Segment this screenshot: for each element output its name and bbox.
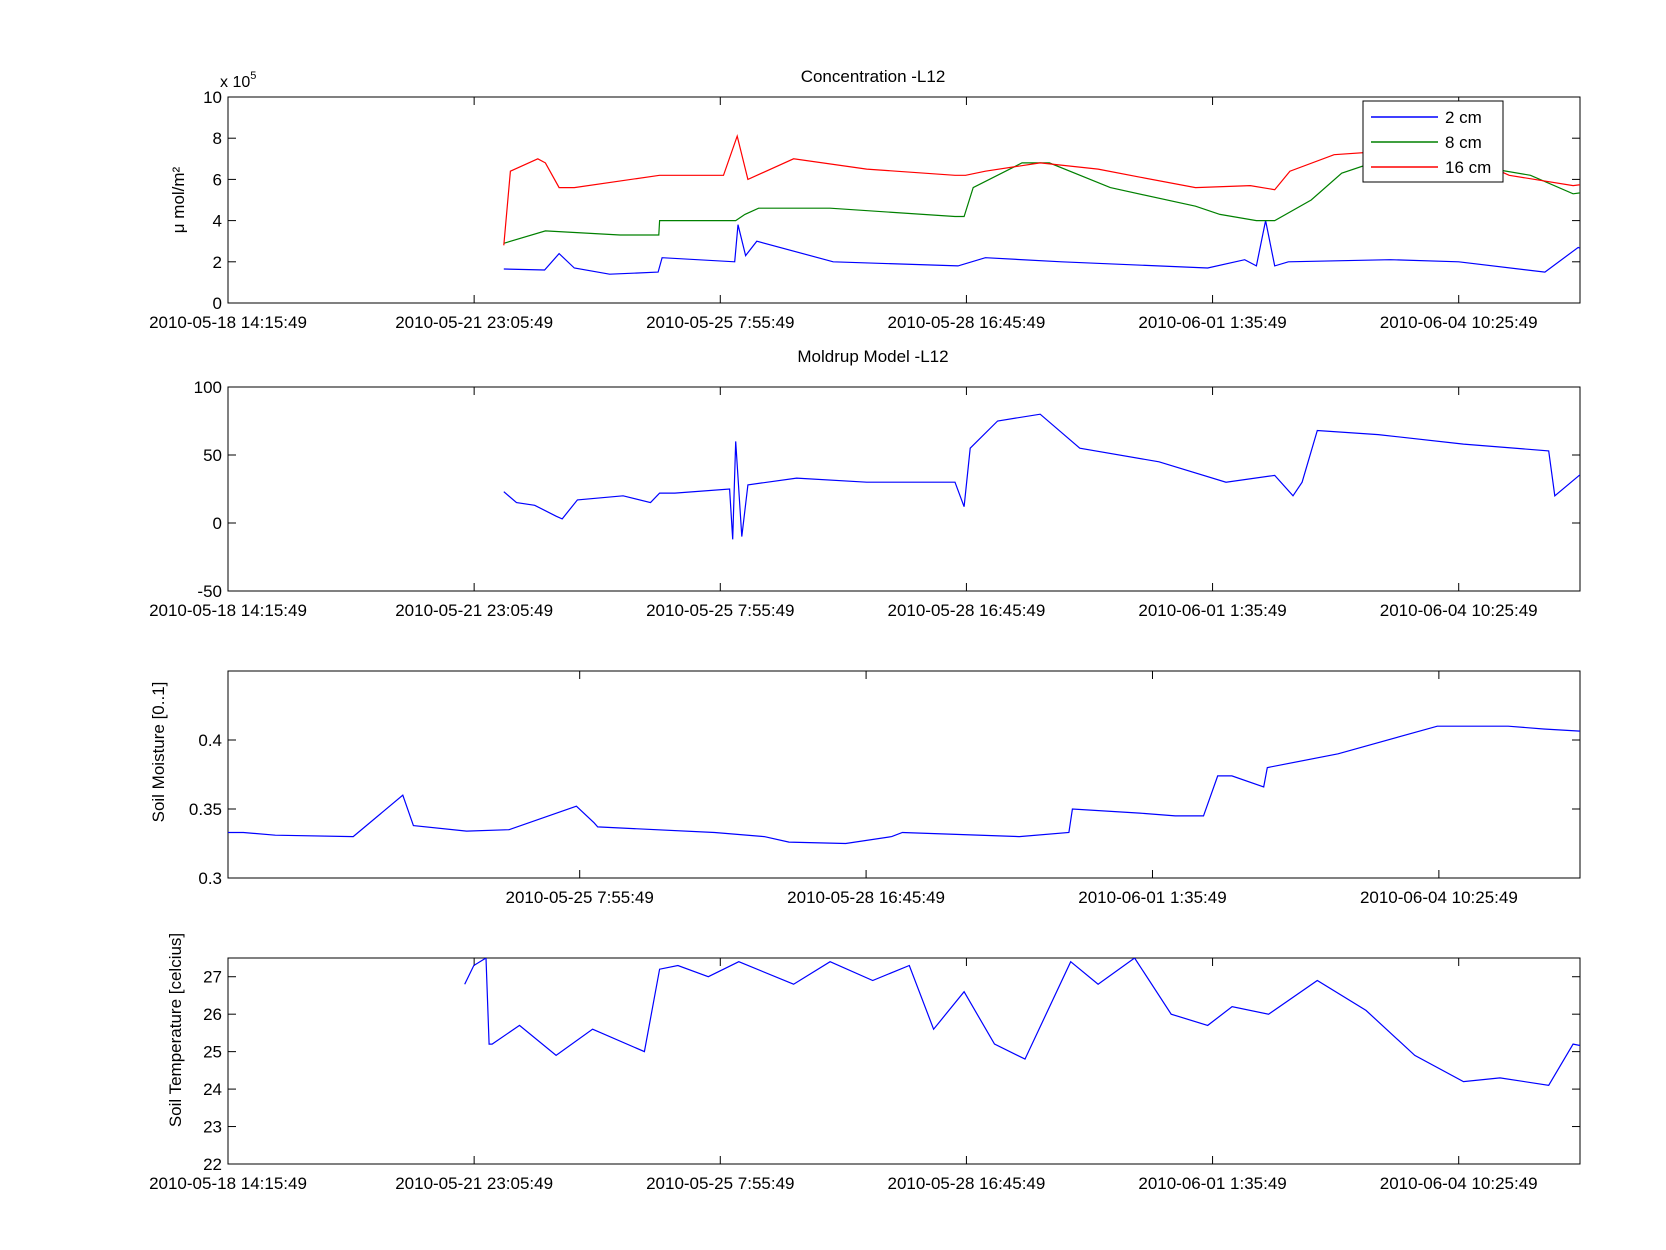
y-tick-label: 24 bbox=[203, 1080, 222, 1099]
x-tick-label: 2010-05-18 14:15:49 bbox=[149, 313, 307, 332]
plot-area bbox=[227, 957, 1581, 1165]
y-axis-label: Soil Temperature [celcius] bbox=[166, 933, 185, 1127]
x-tick-label: 2010-05-21 23:05:49 bbox=[395, 1174, 553, 1193]
plot-area bbox=[227, 96, 1581, 304]
series-line-0 bbox=[464, 958, 1580, 1086]
y-tick-label: 25 bbox=[203, 1043, 222, 1062]
y-tick-label: 6 bbox=[213, 170, 222, 189]
x-tick-label: 2010-05-28 16:45:49 bbox=[787, 888, 945, 907]
y-tick-label: 2 bbox=[213, 253, 222, 272]
series-line-16-cm bbox=[503, 133, 1580, 246]
x-tick-label: 2010-05-21 23:05:49 bbox=[395, 313, 553, 332]
y-tick-label: 26 bbox=[203, 1005, 222, 1024]
y-tick-label: 0.3 bbox=[198, 869, 222, 888]
plot-area bbox=[227, 386, 1581, 592]
y-tick-label: 23 bbox=[203, 1118, 222, 1137]
x-tick-label: 2010-06-04 10:25:49 bbox=[1380, 1174, 1538, 1193]
y-tick-label: 8 bbox=[213, 129, 222, 148]
panel-concentration: Concentration -L12 x 105 μ mol/m² 0 2 4 6 8 1… bbox=[149, 67, 1581, 332]
legend-entry: 2 cm bbox=[1445, 108, 1482, 127]
y-axis-label: μ mol/m² bbox=[169, 166, 188, 233]
x-tick-label: 2010-05-25 7:55:49 bbox=[646, 313, 794, 332]
x-tick-label: 2010-06-04 10:25:49 bbox=[1380, 601, 1538, 620]
y-tick-label: 0.35 bbox=[189, 800, 222, 819]
panel-soil-temperature: Soil Temperature [celcius] 22 23 24 25 26 27 2… bbox=[149, 933, 1581, 1193]
x-tick-label: 2010-05-25 7:55:49 bbox=[646, 601, 794, 620]
y-tick-label: 50 bbox=[203, 446, 222, 465]
legend-entry: 8 cm bbox=[1445, 133, 1482, 152]
panel-moldrup-model: Moldrup Model -L12 -50 0 50 100 2010-05-18 1… bbox=[149, 347, 1581, 620]
x-tick-label: 2010-05-28 16:45:49 bbox=[887, 1174, 1045, 1193]
y-axis-label: Soil Moisture [0..1] bbox=[149, 682, 168, 823]
x-tick-label: 2010-06-04 10:25:49 bbox=[1380, 313, 1538, 332]
series-line-0 bbox=[228, 725, 1580, 845]
x-tick-label: 2010-05-21 23:05:49 bbox=[395, 601, 553, 620]
x-tick-label: 2010-05-18 14:15:49 bbox=[149, 1174, 307, 1193]
x-tick-label: 2010-05-28 16:45:49 bbox=[887, 601, 1045, 620]
y-tick-label: 0.4 bbox=[198, 731, 222, 750]
y-tick-label: -50 bbox=[197, 582, 222, 601]
x-tick-label: 2010-06-01 1:35:49 bbox=[1138, 601, 1286, 620]
exponent-label: x 105 bbox=[220, 70, 256, 91]
x-tick-label: 2010-05-25 7:55:49 bbox=[505, 888, 653, 907]
x-tick-label: 2010-05-25 7:55:49 bbox=[646, 1174, 794, 1193]
plot-area bbox=[227, 670, 1581, 879]
panel-soil-moisture: Soil Moisture [0..1] 0.3 0.35 0.4 2010-05-2… bbox=[149, 670, 1581, 907]
series-line-2-cm bbox=[503, 220, 1580, 275]
x-tick-label: 2010-06-04 10:25:49 bbox=[1360, 888, 1518, 907]
x-tick-label: 2010-06-01 1:35:49 bbox=[1138, 1174, 1286, 1193]
y-tick-label: 0 bbox=[213, 514, 222, 533]
series-line-0 bbox=[503, 413, 1580, 540]
chart-title: Moldrup Model -L12 bbox=[797, 347, 948, 366]
y-tick-label: 4 bbox=[213, 212, 222, 231]
x-tick-label: 2010-05-18 14:15:49 bbox=[149, 601, 307, 620]
x-tick-label: 2010-05-28 16:45:49 bbox=[887, 313, 1045, 332]
y-tick-label: 10 bbox=[203, 88, 222, 107]
x-tick-label: 2010-06-01 1:35:49 bbox=[1078, 888, 1226, 907]
chart-title: Concentration -L12 bbox=[801, 67, 946, 86]
x-tick-label: 2010-06-01 1:35:49 bbox=[1138, 313, 1286, 332]
legend-entry: 16 cm bbox=[1445, 158, 1491, 177]
y-tick-label: 0 bbox=[213, 294, 222, 313]
y-tick-label: 22 bbox=[203, 1155, 222, 1174]
y-tick-label: 100 bbox=[194, 378, 222, 397]
y-tick-label: 27 bbox=[203, 968, 222, 987]
